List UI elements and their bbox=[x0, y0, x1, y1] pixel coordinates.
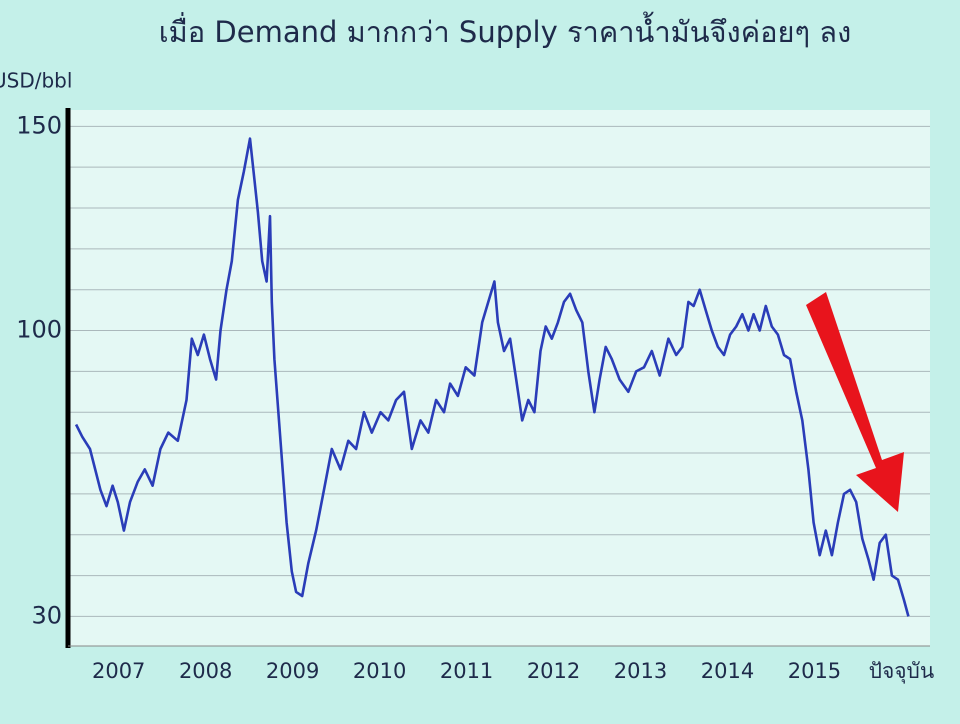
y-tick-label: 150 bbox=[16, 111, 62, 139]
x-tick-label: 2010 bbox=[353, 659, 406, 683]
x-tick-label: 2013 bbox=[614, 659, 667, 683]
red-arrow bbox=[806, 292, 904, 512]
x-tick-label: 2009 bbox=[266, 659, 319, 683]
chart-title: เมื่อ Demand มากกว่า Supply ราคาน้ำมันจึ… bbox=[159, 11, 852, 49]
plot-area bbox=[68, 110, 930, 646]
y-tick-label: 100 bbox=[16, 316, 62, 344]
price-line bbox=[74, 137, 910, 617]
x-tick-label: 2007 bbox=[92, 659, 145, 683]
y-axis-label: USD/bbl bbox=[0, 69, 72, 93]
x-tick-label: 2014 bbox=[701, 659, 754, 683]
marks bbox=[74, 137, 910, 617]
x-tick-label: 2008 bbox=[179, 659, 232, 683]
x-tick-label: 2012 bbox=[527, 659, 580, 683]
grid bbox=[68, 125, 930, 617]
y-tick-label: 30 bbox=[31, 601, 62, 629]
x-tick-label: ปัจจุบัน bbox=[869, 659, 935, 684]
x-tick-label: 2015 bbox=[788, 659, 841, 683]
x-tick-label: 2011 bbox=[440, 659, 493, 683]
